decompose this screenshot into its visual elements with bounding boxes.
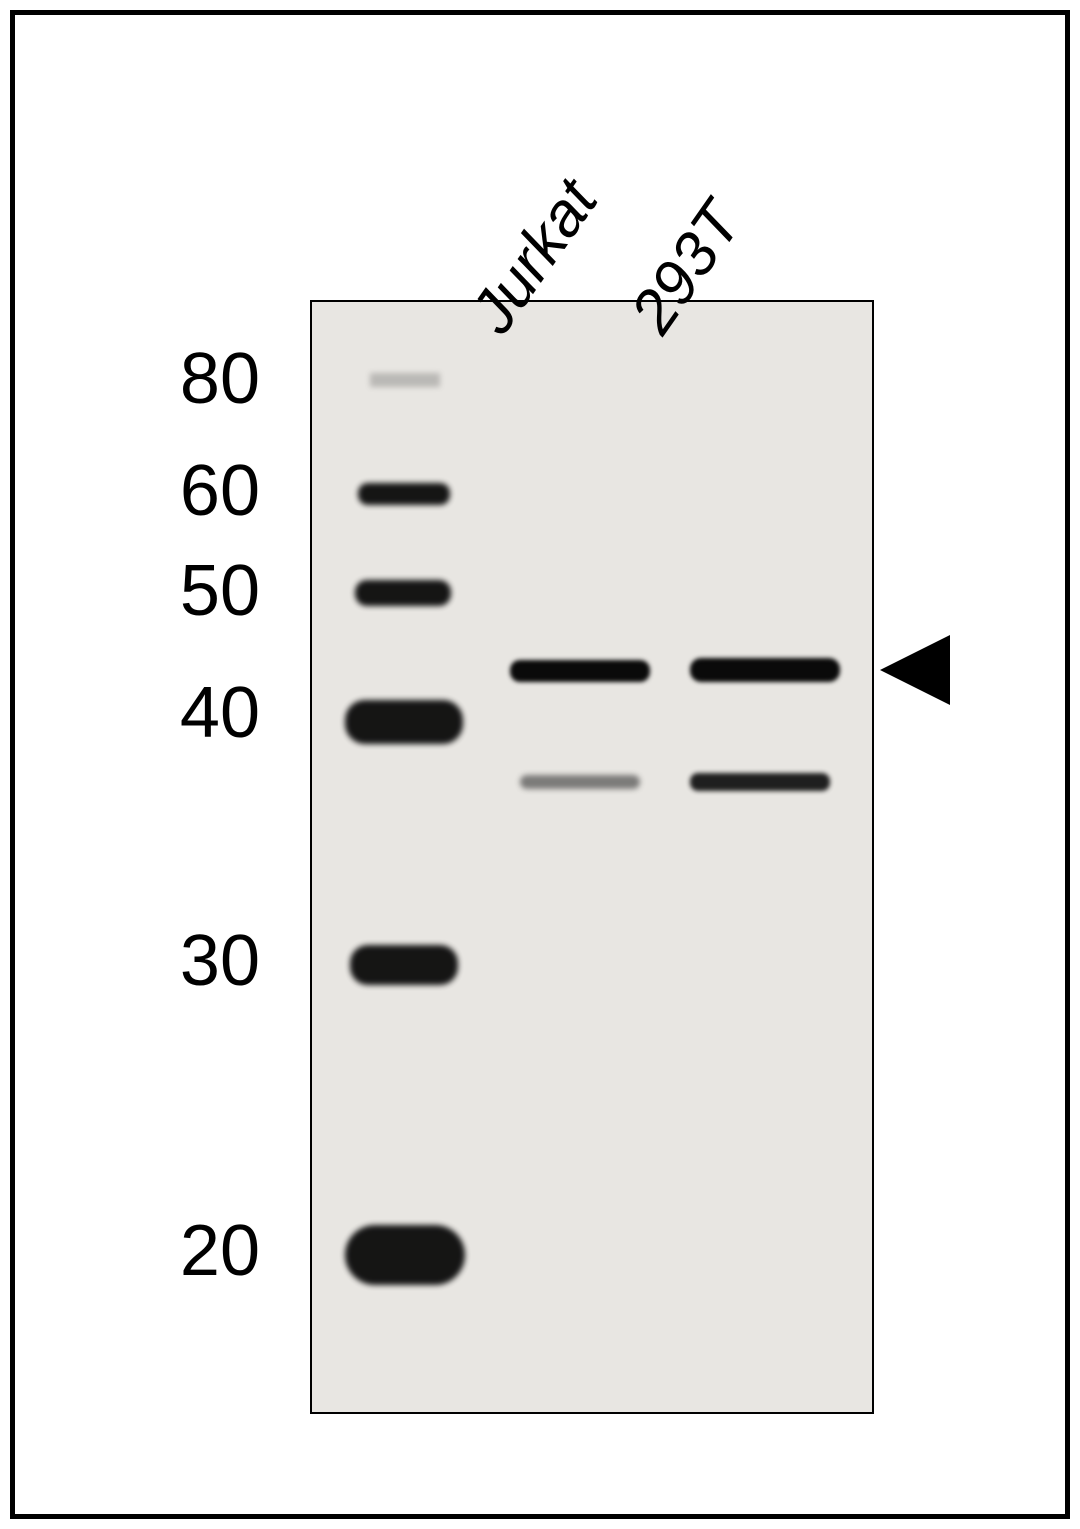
mw-label-80: 80: [140, 338, 260, 420]
sample-band-jurkat-lower: [520, 775, 640, 789]
ladder-band-30: [350, 945, 458, 985]
ladder-band-50: [355, 580, 451, 606]
ladder-band-60: [358, 483, 450, 505]
ladder-band-20: [345, 1225, 465, 1285]
mw-label-30: 30: [140, 920, 260, 1002]
mw-label-50: 50: [140, 550, 260, 632]
sample-band-293t-upper: [690, 658, 840, 682]
sample-band-293t-lower: [690, 773, 830, 791]
mw-label-20: 20: [140, 1210, 260, 1292]
ladder-band-80: [370, 373, 440, 387]
ladder-band-40: [345, 700, 463, 744]
sample-band-jurkat-upper: [510, 660, 650, 682]
target-arrow-icon: [880, 635, 970, 705]
mw-label-60: 60: [140, 450, 260, 532]
mw-label-40: 40: [140, 672, 260, 754]
